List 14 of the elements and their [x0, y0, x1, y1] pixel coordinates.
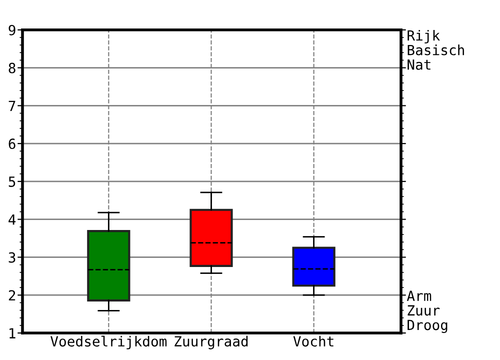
y-tick-label: 1 — [10, 328, 16, 338]
y-tick-label: 8 — [8, 62, 16, 74]
y-tick-label: 7 — [8, 100, 16, 111]
y-tick-label: 6 — [8, 138, 16, 150]
y-tick-label: 4 — [8, 214, 16, 225]
y-tick-label: 5 — [8, 176, 16, 187]
y-tick-label: 9 — [8, 24, 16, 36]
x-tick-label: Zuurgraad — [174, 336, 248, 350]
x-tick-label: Vocht — [293, 336, 334, 347]
text: Arm Zuur Droog — [406, 290, 448, 333]
x-tick-label: Voedselrijkdom — [50, 336, 167, 350]
text: Rijk Basisch Nat — [408, 30, 464, 70]
y-tick-label: 2 — [8, 290, 16, 300]
y-tick-label: 3 — [8, 252, 16, 263]
